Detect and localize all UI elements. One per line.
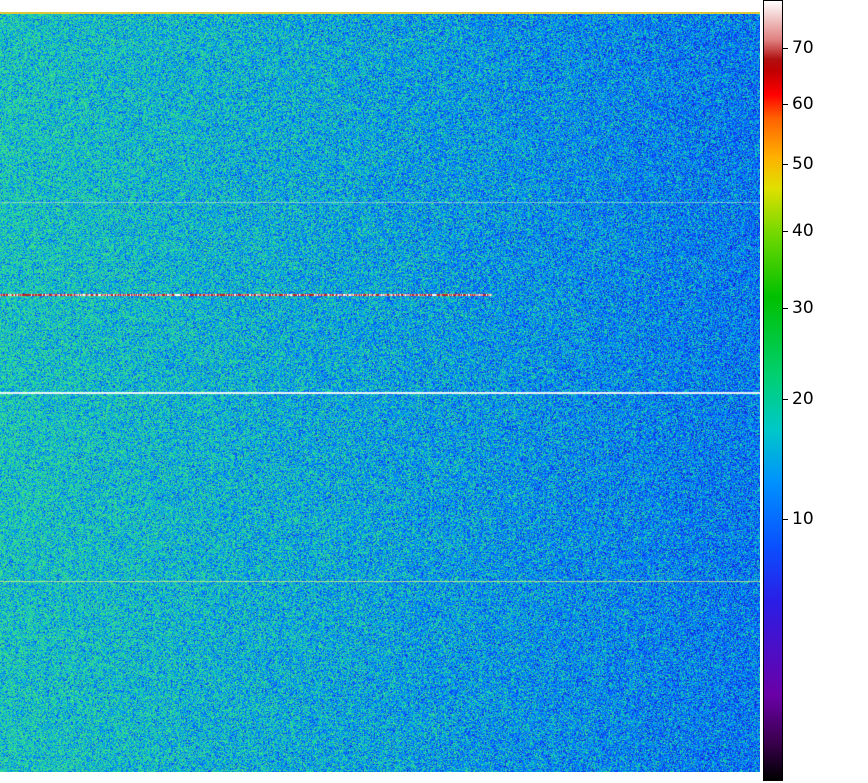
colorbar-tick-label: 50 <box>792 154 814 174</box>
colorbar-tick <box>783 164 788 165</box>
colorbar-tick-label: 20 <box>792 389 814 409</box>
colorbar-tick-label: 60 <box>792 94 814 114</box>
colorbar <box>763 0 783 781</box>
detector-image-canvas <box>0 14 760 772</box>
colorbar-tick <box>783 308 788 309</box>
colorbar-tick <box>783 231 788 232</box>
colorbar-tick-label: 10 <box>792 509 814 529</box>
colorbar-tick <box>783 519 788 520</box>
colorbar-tick <box>783 104 788 105</box>
detector-image <box>0 14 760 772</box>
colorbar-tick-label: 40 <box>792 221 814 241</box>
colorbar-tick-label: 30 <box>792 298 814 318</box>
colorbar-tick-label: 70 <box>792 38 814 58</box>
image-top-edge <box>0 12 760 14</box>
colorbar-tick <box>783 48 788 49</box>
colorbar-gradient <box>764 1 782 780</box>
colorbar-tick <box>783 399 788 400</box>
